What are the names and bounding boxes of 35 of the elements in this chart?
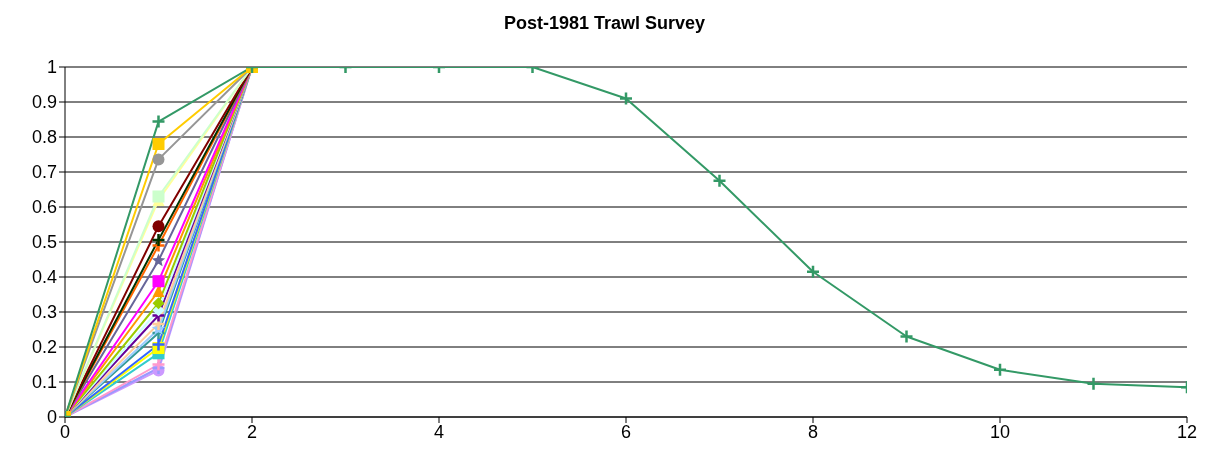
point bbox=[151, 357, 166, 372]
y-tick-label: 0.7 bbox=[31, 162, 57, 183]
x-tick-label: 4 bbox=[433, 421, 445, 442]
point bbox=[152, 275, 165, 288]
y-tick-label: 0.6 bbox=[31, 197, 57, 218]
point bbox=[899, 329, 914, 344]
point bbox=[1086, 376, 1101, 391]
y-tick-label: 0.8 bbox=[31, 127, 57, 148]
x-tick-label: 12 bbox=[1176, 421, 1198, 442]
point bbox=[151, 337, 166, 352]
point bbox=[992, 362, 1008, 377]
x-tick-label: 6 bbox=[620, 421, 632, 442]
point bbox=[712, 173, 727, 188]
point bbox=[151, 114, 166, 129]
point bbox=[618, 91, 634, 106]
y-tick-label: 0.4 bbox=[31, 267, 57, 288]
point bbox=[152, 220, 165, 233]
y-tick-label: 0.9 bbox=[31, 92, 57, 113]
x-tick-label: 0 bbox=[59, 421, 71, 442]
point bbox=[805, 264, 821, 279]
y-tick-label: 0.5 bbox=[31, 232, 57, 253]
point bbox=[151, 253, 166, 267]
y-tick-label: 0.3 bbox=[31, 302, 57, 323]
y-tick-label: 1 bbox=[46, 57, 57, 78]
point bbox=[152, 297, 165, 310]
chart-title: Post-1981 Trawl Survey bbox=[502, 12, 707, 35]
y-tick-label: 0.1 bbox=[31, 372, 57, 393]
y-tick-label: 0 bbox=[46, 407, 57, 428]
point bbox=[151, 232, 166, 248]
point bbox=[152, 153, 165, 166]
y-tick-label: 0.2 bbox=[31, 337, 57, 358]
x-tick-label: 8 bbox=[807, 421, 819, 442]
x-tick-label: 2 bbox=[246, 421, 258, 442]
point bbox=[152, 138, 165, 150]
x-tick-label: 10 bbox=[989, 421, 1011, 442]
